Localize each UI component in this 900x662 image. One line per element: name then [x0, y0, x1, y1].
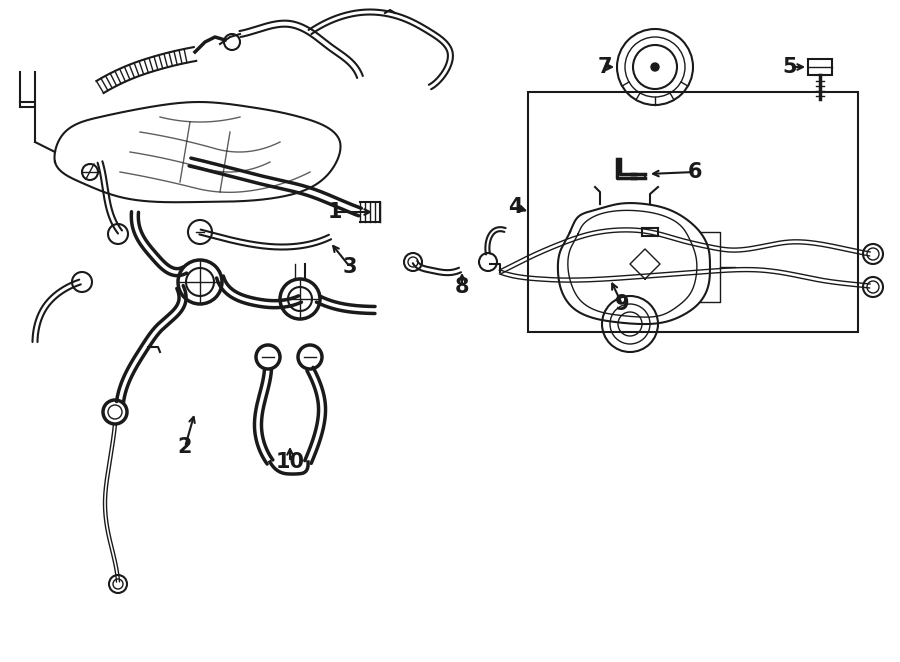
Bar	[528, 92, 858, 332]
Text: 6: 6	[688, 162, 702, 182]
Text: 9: 9	[615, 294, 629, 314]
Text: 2: 2	[178, 437, 193, 457]
Circle shape	[651, 63, 659, 71]
Text: 5: 5	[783, 57, 797, 77]
Text: 3: 3	[343, 257, 357, 277]
Text: 4: 4	[508, 197, 522, 217]
Text: 7: 7	[598, 57, 612, 77]
Text: 8: 8	[454, 277, 469, 297]
Bar	[808, 59, 832, 75]
Text: 1: 1	[328, 202, 342, 222]
Text: 10: 10	[275, 452, 304, 472]
